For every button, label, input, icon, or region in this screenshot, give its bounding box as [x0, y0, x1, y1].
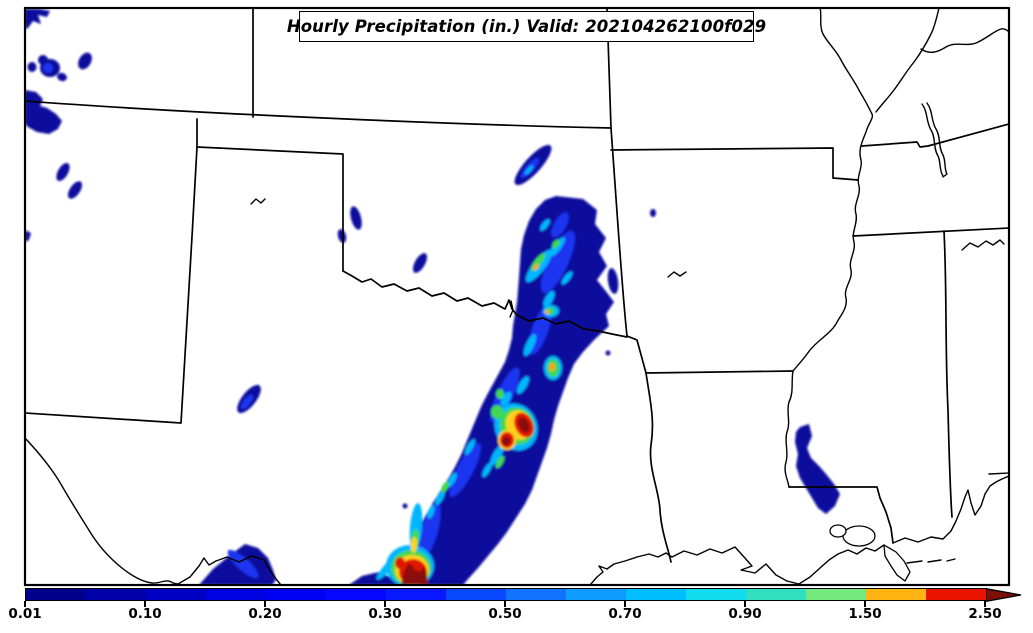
- colorbar-tick: [144, 601, 146, 607]
- lake-texoma: [509, 300, 514, 318]
- tennessee-river: [921, 103, 944, 177]
- border-ky-tn: [861, 123, 1008, 148]
- colorbar-segment: [506, 589, 566, 600]
- colorbar-tick-label: 0.30: [368, 606, 402, 622]
- border-la-ms-31n: [788, 486, 894, 544]
- lake-maurepas: [829, 524, 847, 538]
- colorbar-tick: [984, 601, 986, 607]
- map-frame: [23, 6, 1011, 587]
- colorbar-tick: [264, 601, 266, 607]
- border-ms-al: [943, 230, 953, 518]
- border-37n: [26, 100, 612, 129]
- colorbar-tick-label: 0.20: [248, 606, 282, 622]
- map-title: Hourly Precipitation (in.) Valid: 202104…: [286, 17, 767, 36]
- precipitation-overlay: [26, 9, 840, 584]
- colorbar-tick-label: 0.90: [728, 606, 762, 622]
- precip-small-blobs: [237, 144, 656, 509]
- colorbar-segment: [926, 589, 986, 600]
- colorbar-tick: [744, 601, 746, 607]
- colorbar-segment: [26, 589, 86, 600]
- precip-coastal-band: [199, 544, 396, 584]
- colorbar-tick-label: 2.50: [968, 606, 1002, 622]
- colorbar-segment: [746, 589, 806, 600]
- precip-mississippi-blob: [795, 424, 840, 514]
- colorbar-tick: [24, 601, 26, 607]
- lake-pontchartrain: [842, 525, 876, 547]
- colorbar-tick-label: 0.10: [128, 606, 162, 622]
- border-mo-ar-bootheel: [610, 147, 859, 181]
- colorbar-arrow-shape: [986, 587, 1022, 602]
- border-fl-al: [988, 472, 1008, 475]
- colorbar-extend-arrow: [986, 587, 1022, 602]
- precip-main-band: [376, 196, 614, 584]
- barrier-islands: [906, 558, 956, 564]
- ne-mississippi-river-squiggle: [961, 239, 1005, 251]
- arkansas-river-squiggle: [667, 271, 687, 278]
- colorbar-segment: [146, 589, 206, 600]
- colorbar-segment: [806, 589, 866, 600]
- colorbar-tick: [384, 601, 386, 607]
- colorbar-segment: [206, 589, 266, 600]
- colorbar-tick: [624, 601, 626, 607]
- colorbar-segment: [446, 589, 506, 600]
- state-borders: [26, 9, 1008, 563]
- border-tn-ms: [852, 227, 1008, 237]
- gulf-coast: [589, 544, 885, 584]
- colorbar-tick: [864, 601, 866, 607]
- border-tx-la-sabine: [645, 372, 672, 563]
- colorbar-tick-label: 0.70: [608, 606, 642, 622]
- ms-gulf-coast: [892, 475, 1008, 544]
- colorbar-segment: [626, 589, 686, 600]
- border-ar-la: [645, 370, 794, 374]
- border-nm-tx-west: [26, 146, 198, 424]
- colorbar-segment: [866, 589, 926, 600]
- colorbar: [25, 588, 987, 601]
- border-tx-ok-red-river: [342, 270, 628, 338]
- colorbar-segment: [386, 589, 446, 600]
- colorbar-tick: [504, 601, 506, 607]
- border-ok-ar: [610, 127, 647, 374]
- kentucky-north-border: [920, 28, 1008, 54]
- mississippi-river: [784, 9, 874, 488]
- tx-panhandle-squiggle: [250, 198, 266, 205]
- colorbar-tick-label: 0.50: [488, 606, 522, 622]
- colorbar-tick-label: 1.50: [848, 606, 882, 622]
- colorbar-segment: [566, 589, 626, 600]
- tennessee-river-2: [926, 102, 948, 178]
- colorbar-segment: [686, 589, 746, 600]
- colorbar-segment: [326, 589, 386, 600]
- rio-grande: [26, 438, 282, 584]
- colorbar-tick-label: 0.01: [8, 606, 42, 622]
- colorbar-segment: [86, 589, 146, 600]
- map-title-box: Hourly Precipitation (in.) Valid: 202104…: [287, 11, 766, 42]
- rivers-coastlines: [26, 9, 1008, 584]
- ohio-river: [875, 9, 940, 113]
- colorbar-segment: [266, 589, 326, 600]
- mississippi-delta: [883, 544, 911, 582]
- border-tx-panhandle: [196, 118, 344, 272]
